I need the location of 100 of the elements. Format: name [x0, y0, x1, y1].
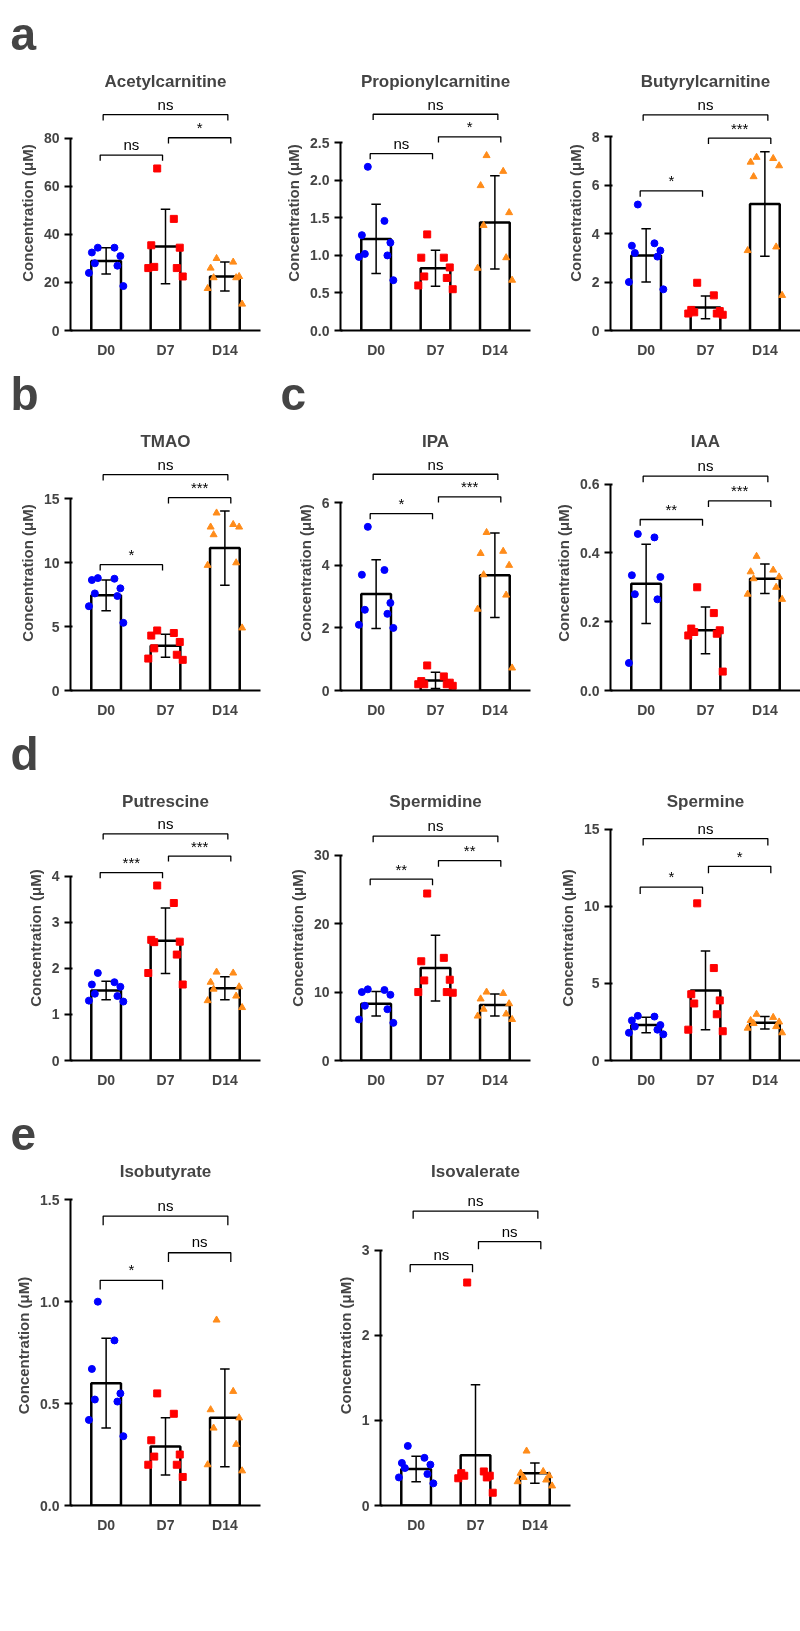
text: ns: [697, 457, 714, 475]
y-tick-label: 1.0: [310, 247, 330, 264]
text: ***: [190, 479, 209, 497]
y-tick-label: 0: [51, 682, 60, 699]
y-tick-label: 3: [361, 1242, 370, 1259]
y-tick-label: 2: [321, 619, 330, 636]
chart-title: IPA: [421, 431, 450, 451]
chart-title: TMAO: [140, 431, 191, 451]
text: ns: [467, 1191, 484, 1209]
x-tick-label: D7: [466, 1516, 485, 1533]
text: ns: [697, 96, 714, 114]
x-tick-label: D0: [637, 1071, 656, 1088]
text: ***: [460, 478, 479, 496]
x-tick-label: D0: [367, 341, 386, 358]
x-tick-label: D0: [407, 1516, 426, 1533]
annotation: **: [395, 860, 408, 878]
y-tick-label: 20: [43, 274, 60, 291]
annotation: *: [668, 868, 675, 886]
y-axis-title: Concentration (μM): [566, 144, 584, 282]
annotation: ns: [157, 1196, 174, 1214]
x-tick-label: D0: [637, 701, 656, 718]
annotation: *: [736, 847, 743, 865]
y-axis-title: Concentration (μM): [18, 144, 36, 282]
y-tick-label: 0: [51, 1052, 60, 1069]
x-tick-label: D14: [212, 1516, 238, 1533]
text: ns: [427, 95, 444, 113]
annotation: ns: [123, 136, 140, 154]
y-tick-label: 2: [51, 960, 60, 977]
text: ns: [427, 455, 444, 473]
x-tick-label: D7: [156, 701, 175, 718]
chart-title: Butyrylcarnitine: [640, 71, 771, 91]
text: ns: [501, 1222, 518, 1240]
y-tick-label: 10: [313, 984, 330, 1001]
y-tick-label: 0.4: [580, 544, 600, 561]
text: ***: [190, 837, 209, 855]
y-tick-label: 60: [43, 178, 60, 195]
x-tick-label: D14: [752, 1071, 778, 1088]
annotation: *: [128, 546, 135, 564]
text: ns: [157, 96, 174, 114]
x-tick-label: D7: [426, 341, 445, 358]
y-tick-label: 6: [321, 494, 330, 511]
annotation: *: [128, 1260, 135, 1278]
chart-title: Isovalerate: [431, 1161, 520, 1181]
x-tick-label: D7: [696, 701, 715, 718]
y-axis-title: Concentration (μM): [555, 504, 573, 642]
x-tick-label: D0: [367, 701, 386, 718]
y-tick-label: 0: [591, 1052, 600, 1069]
text: ns: [427, 817, 444, 835]
y-tick-label: 0.5: [310, 284, 330, 301]
x-tick-label: D14: [212, 341, 238, 358]
x-tick-label: D7: [156, 1071, 175, 1088]
text: d: [10, 727, 39, 780]
x-tick-label: D7: [696, 1071, 715, 1088]
text: *: [196, 119, 203, 137]
x-tick-label: D14: [482, 341, 508, 358]
y-tick-label: 0: [321, 1052, 330, 1069]
y-tick-label: 0: [51, 322, 60, 339]
y-tick-label: 1.0: [40, 1293, 60, 1310]
y-axis-title: Concentration (μM): [26, 869, 44, 1007]
y-tick-label: 3: [51, 914, 60, 931]
y-tick-label: 6: [591, 177, 600, 194]
annotation: ns: [697, 819, 714, 837]
x-tick-label: D0: [97, 1071, 116, 1088]
y-tick-label: 10: [583, 898, 600, 915]
y-tick-label: 0.0: [310, 322, 330, 339]
x-tick-label: D7: [696, 341, 715, 358]
text: *: [466, 118, 473, 136]
text: ***: [122, 854, 141, 872]
text: ns: [157, 456, 174, 474]
y-tick-label: 0.0: [580, 682, 600, 699]
x-tick-label: D7: [156, 341, 175, 358]
x-tick-label: D14: [752, 341, 778, 358]
x-tick-label: D7: [426, 1071, 445, 1088]
x-tick-label: D7: [426, 701, 445, 718]
x-tick-label: D14: [212, 1071, 238, 1088]
text: e: [10, 1107, 37, 1160]
y-tick-label: 40: [43, 226, 60, 243]
chart-title: Isobutyrate: [119, 1161, 212, 1181]
y-axis-title: Concentration (μM): [288, 869, 306, 1007]
text: c: [280, 367, 307, 420]
chart-title: Putrescine: [122, 791, 209, 811]
text: ***: [730, 119, 749, 137]
y-tick-label: 1: [361, 1412, 370, 1429]
chart-title: Propionylcarnitine: [360, 71, 511, 91]
y-tick-label: 4: [321, 557, 330, 574]
text: ns: [157, 815, 174, 833]
y-tick-label: 1: [51, 1006, 60, 1023]
x-tick-label: D14: [752, 701, 778, 718]
y-tick-label: 2.0: [310, 172, 330, 189]
x-tick-label: D14: [522, 1516, 548, 1533]
y-tick-label: 0.0: [40, 1497, 60, 1514]
y-tick-label: 8: [591, 128, 600, 145]
y-tick-label: 2: [591, 274, 600, 291]
y-tick-label: 15: [583, 821, 600, 838]
annotation: *: [398, 495, 405, 513]
chart-title: Acetylcarnitine: [104, 71, 227, 91]
y-tick-label: 20: [313, 915, 330, 932]
y-tick-label: 5: [51, 618, 60, 635]
y-tick-label: 0.6: [580, 476, 600, 493]
annotation: **: [463, 842, 476, 860]
